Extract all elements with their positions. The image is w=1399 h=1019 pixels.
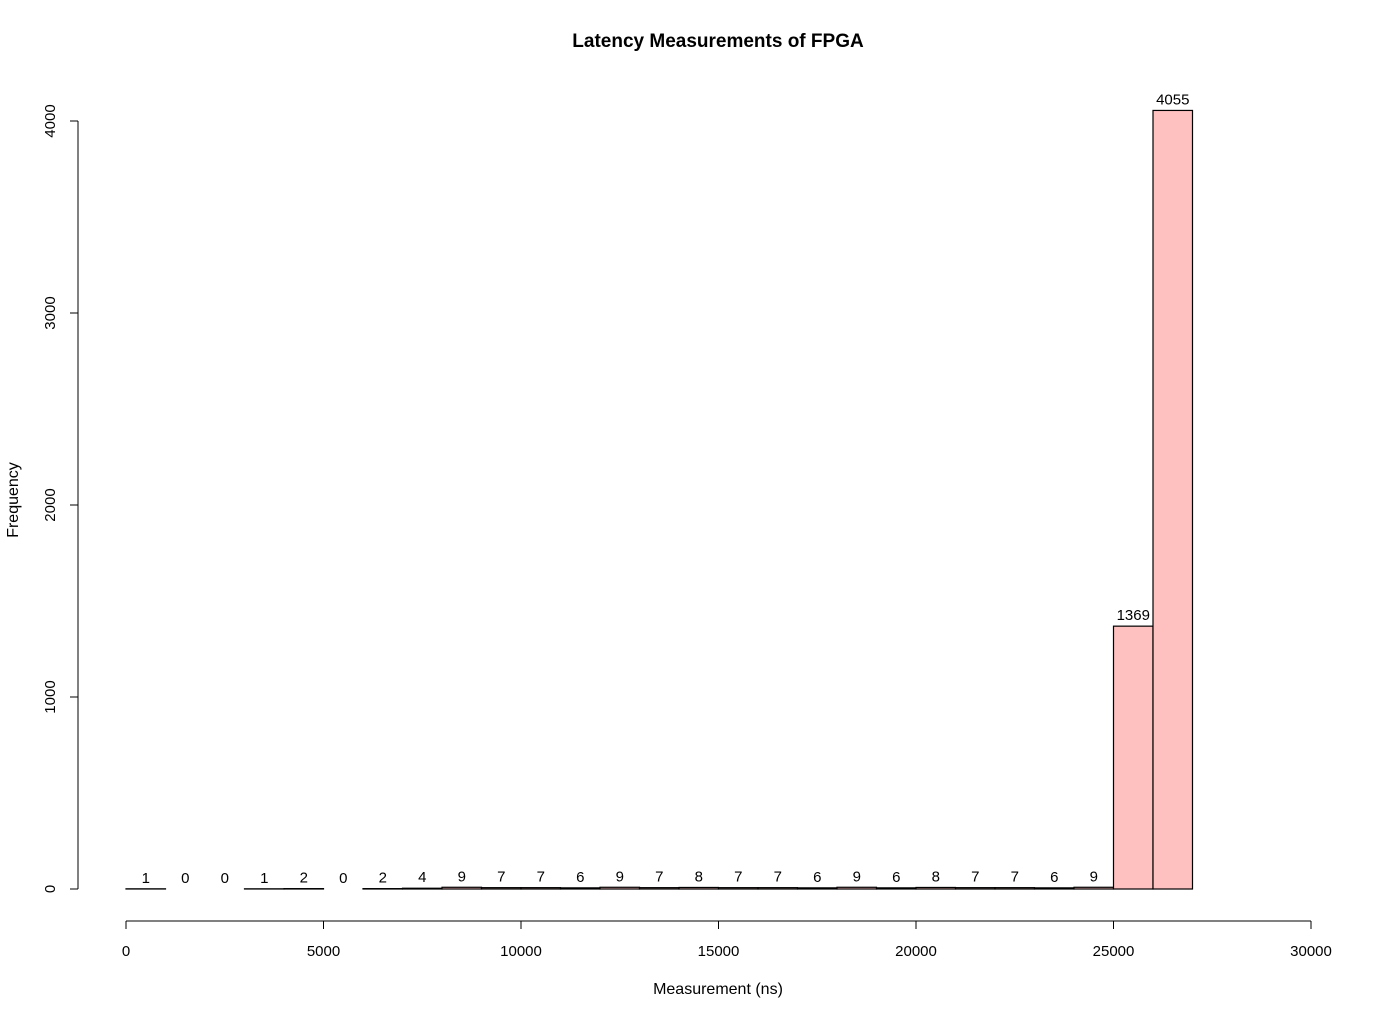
bar-value-label: 7 <box>774 869 782 886</box>
bar-value-label: 8 <box>932 868 940 885</box>
bar-value-label: 6 <box>813 869 821 886</box>
histogram-bar <box>520 887 562 890</box>
y-axis-label: Frequency <box>5 462 22 538</box>
bar-value-label: 0 <box>181 870 189 887</box>
histogram-bar <box>599 886 641 890</box>
histogram-bar <box>915 886 957 890</box>
bar-value-label: 9 <box>616 868 624 885</box>
x-tick-label: 30000 <box>1290 943 1332 960</box>
chart-title: Latency Measurements of FPGA <box>572 31 864 52</box>
bar-value-label: 4 <box>418 869 426 886</box>
x-tick-label: 20000 <box>895 943 937 960</box>
bar-value-label: 0 <box>221 870 229 887</box>
bar-value-label: 9 <box>1090 868 1098 885</box>
y-tick-label: 2000 <box>42 488 59 521</box>
histogram-bar <box>441 886 483 890</box>
bar-value-label: 1 <box>260 870 268 887</box>
histogram-bar <box>994 887 1036 890</box>
histogram-bar <box>401 887 443 890</box>
y-axis: 0 1000 2000 3000 4000 <box>42 104 79 893</box>
histogram-bar <box>638 887 680 890</box>
x-axis: 0 5000 10000 15000 20000 25000 30000 <box>122 920 1332 960</box>
bar-value-label: 7 <box>655 869 663 886</box>
histogram-bar <box>954 887 996 890</box>
histogram-bar <box>796 887 838 890</box>
y-tick-label: 3000 <box>42 296 59 329</box>
bar-value-label: 2 <box>300 870 308 887</box>
bar-value-label: 7 <box>537 869 545 886</box>
histogram-bar <box>480 887 522 890</box>
histogram-bar <box>875 887 917 890</box>
x-tick-label: 10000 <box>500 943 542 960</box>
bar-value-label: 6 <box>1050 869 1058 886</box>
histogram-bar <box>1033 887 1075 890</box>
x-tick-label: 0 <box>122 943 130 960</box>
bar-labels-group: 1 0 0 1 2 0 2 4 9 7 7 6 9 7 8 7 7 6 9 6 8 7 7 6 9 1369 4055 <box>142 91 1190 887</box>
bar-value-label: 7 <box>497 869 505 886</box>
histogram-bar <box>757 887 799 890</box>
bar-value-label: 2 <box>379 870 387 887</box>
x-axis-label: Measurement (ns) <box>653 981 783 998</box>
histogram-bar <box>1112 625 1154 890</box>
bar-value-label: 4055 <box>1156 91 1189 108</box>
bar-value-label: 1 <box>142 870 150 887</box>
y-tick-label: 1000 <box>42 680 59 713</box>
histogram-bar <box>678 886 720 890</box>
bar-value-label: 7 <box>971 869 979 886</box>
y-tick-label: 4000 <box>42 104 59 137</box>
bar-value-label: 6 <box>576 869 584 886</box>
bar-value-label: 7 <box>1011 869 1019 886</box>
bar-value-label: 1369 <box>1117 607 1150 624</box>
y-tick-label: 0 <box>42 885 59 893</box>
histogram-bar <box>559 887 601 890</box>
x-tick-label: 15000 <box>698 943 740 960</box>
bar-value-label: 8 <box>695 868 703 885</box>
bar-value-label: 0 <box>339 870 347 887</box>
histogram-bar <box>1073 886 1115 890</box>
histogram-bar <box>836 886 878 890</box>
bar-value-label: 9 <box>458 868 466 885</box>
bar-value-label: 6 <box>892 869 900 886</box>
x-tick-label: 5000 <box>307 943 340 960</box>
histogram-bar <box>717 887 759 890</box>
histogram-bar <box>1152 109 1194 890</box>
bar-value-label: 9 <box>853 868 861 885</box>
bar-value-label: 7 <box>734 869 742 886</box>
x-tick-label: 25000 <box>1093 943 1135 960</box>
bars-group <box>125 109 1194 890</box>
